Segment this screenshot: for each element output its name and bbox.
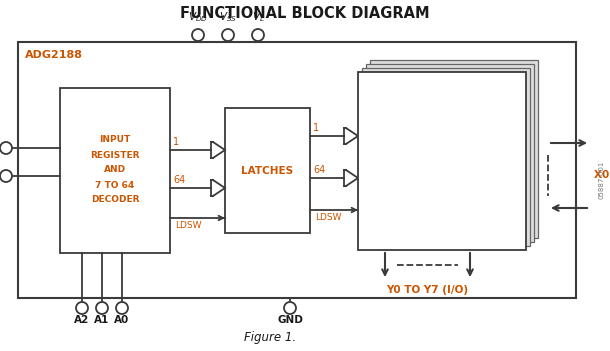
Circle shape	[76, 302, 88, 314]
Circle shape	[252, 29, 264, 41]
Text: DECODER: DECODER	[91, 196, 139, 205]
Text: Y0 TO Y7 (I/O): Y0 TO Y7 (I/O)	[387, 285, 468, 295]
Text: 8 × 8 SWITCH ARRAY: 8 × 8 SWITCH ARRAY	[381, 156, 503, 166]
Bar	[18, 42, 576, 298]
Circle shape	[0, 142, 12, 154]
Text: A2: A2	[74, 315, 90, 325]
Text: GND: GND	[277, 315, 303, 325]
Bar	[358, 72, 526, 250]
Circle shape	[116, 302, 128, 314]
Text: A0: A0	[115, 315, 129, 325]
Circle shape	[192, 29, 204, 41]
Text: AND: AND	[104, 166, 126, 174]
Text: X0 TO X7 (I/O): X0 TO X7 (I/O)	[594, 171, 610, 180]
Bar	[60, 88, 170, 253]
Text: $V_{L}$: $V_{L}$	[252, 10, 264, 24]
Text: ADG2188: ADG2188	[25, 50, 83, 60]
Bar	[366, 64, 534, 242]
Text: 64: 64	[313, 165, 325, 175]
Text: 1: 1	[313, 123, 319, 133]
Text: $V_{DD}$: $V_{DD}$	[188, 10, 208, 24]
Text: LDSW: LDSW	[174, 221, 201, 231]
Text: A1: A1	[95, 315, 110, 325]
Text: LDSW: LDSW	[315, 213, 341, 223]
Circle shape	[222, 29, 234, 41]
Text: $V_{SS}$: $V_{SS}$	[219, 10, 237, 24]
Bar	[362, 68, 530, 246]
Text: 7 TO 64: 7 TO 64	[95, 180, 135, 190]
Text: LATCHES: LATCHES	[242, 166, 293, 176]
Bar	[370, 60, 538, 238]
Circle shape	[96, 302, 108, 314]
Circle shape	[284, 302, 296, 314]
Text: REGISTER: REGISTER	[90, 151, 140, 159]
Text: INPUT: INPUT	[99, 135, 131, 145]
Bar	[225, 108, 310, 233]
Text: Figure 1.: Figure 1.	[244, 331, 296, 344]
Text: 05887-001: 05887-001	[598, 161, 604, 199]
Text: 64: 64	[173, 175, 185, 185]
Text: 1: 1	[173, 137, 179, 147]
Text: FUNCTIONAL BLOCK DIAGRAM: FUNCTIONAL BLOCK DIAGRAM	[180, 7, 430, 21]
Circle shape	[0, 170, 12, 182]
